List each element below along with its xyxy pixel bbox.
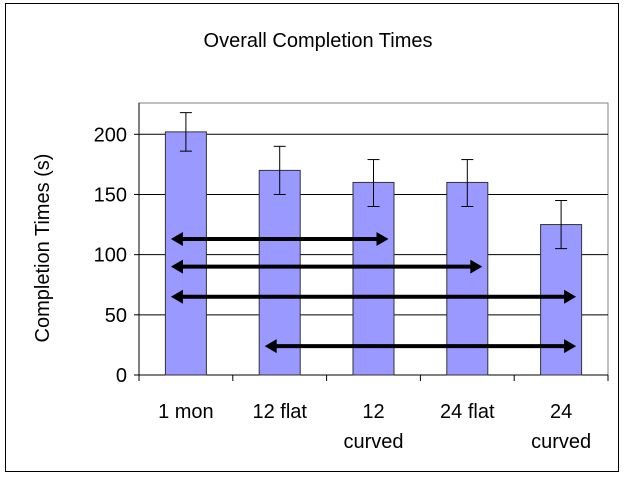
bar bbox=[258, 169, 301, 376]
arrow-head-left bbox=[170, 259, 183, 274]
x-tick-label: 12 bbox=[362, 401, 384, 423]
bar bbox=[352, 181, 395, 376]
arrow-head-right bbox=[564, 339, 577, 354]
x-tick-label: curved bbox=[343, 431, 403, 453]
x-tick-label: 24 flat bbox=[440, 401, 495, 423]
plot-area: 0 50 100 150 200 1 mon 12 flat 12 curved 24 flat 2… bbox=[94, 102, 609, 453]
y-axis-label: Completion Times (s) bbox=[32, 154, 54, 343]
arrow-head-left bbox=[170, 232, 183, 246]
bar bbox=[164, 131, 207, 376]
chart-title: Overall Completion Times bbox=[204, 30, 433, 52]
y-tick-label: 200 bbox=[94, 124, 127, 146]
y-tick-label: 100 bbox=[94, 245, 127, 267]
y-tick-label: 50 bbox=[105, 305, 127, 327]
chart-frame bbox=[5, 3, 619, 472]
arrow-head-right bbox=[564, 289, 577, 304]
bar bbox=[540, 224, 583, 376]
arrow-head-left bbox=[264, 339, 277, 354]
arrow-head-right bbox=[376, 232, 389, 246]
bar bbox=[446, 181, 489, 376]
arrow-head-right bbox=[470, 259, 483, 274]
x-tick-label: 1 mon bbox=[158, 401, 214, 423]
x-tick-label: 12 flat bbox=[252, 401, 307, 423]
y-tick-label: 150 bbox=[94, 184, 127, 206]
arrow-head-left bbox=[170, 289, 183, 304]
y-tick-label: 0 bbox=[116, 365, 127, 387]
x-tick-label: curved bbox=[531, 431, 591, 453]
x-tick-label: 24 bbox=[550, 401, 572, 423]
